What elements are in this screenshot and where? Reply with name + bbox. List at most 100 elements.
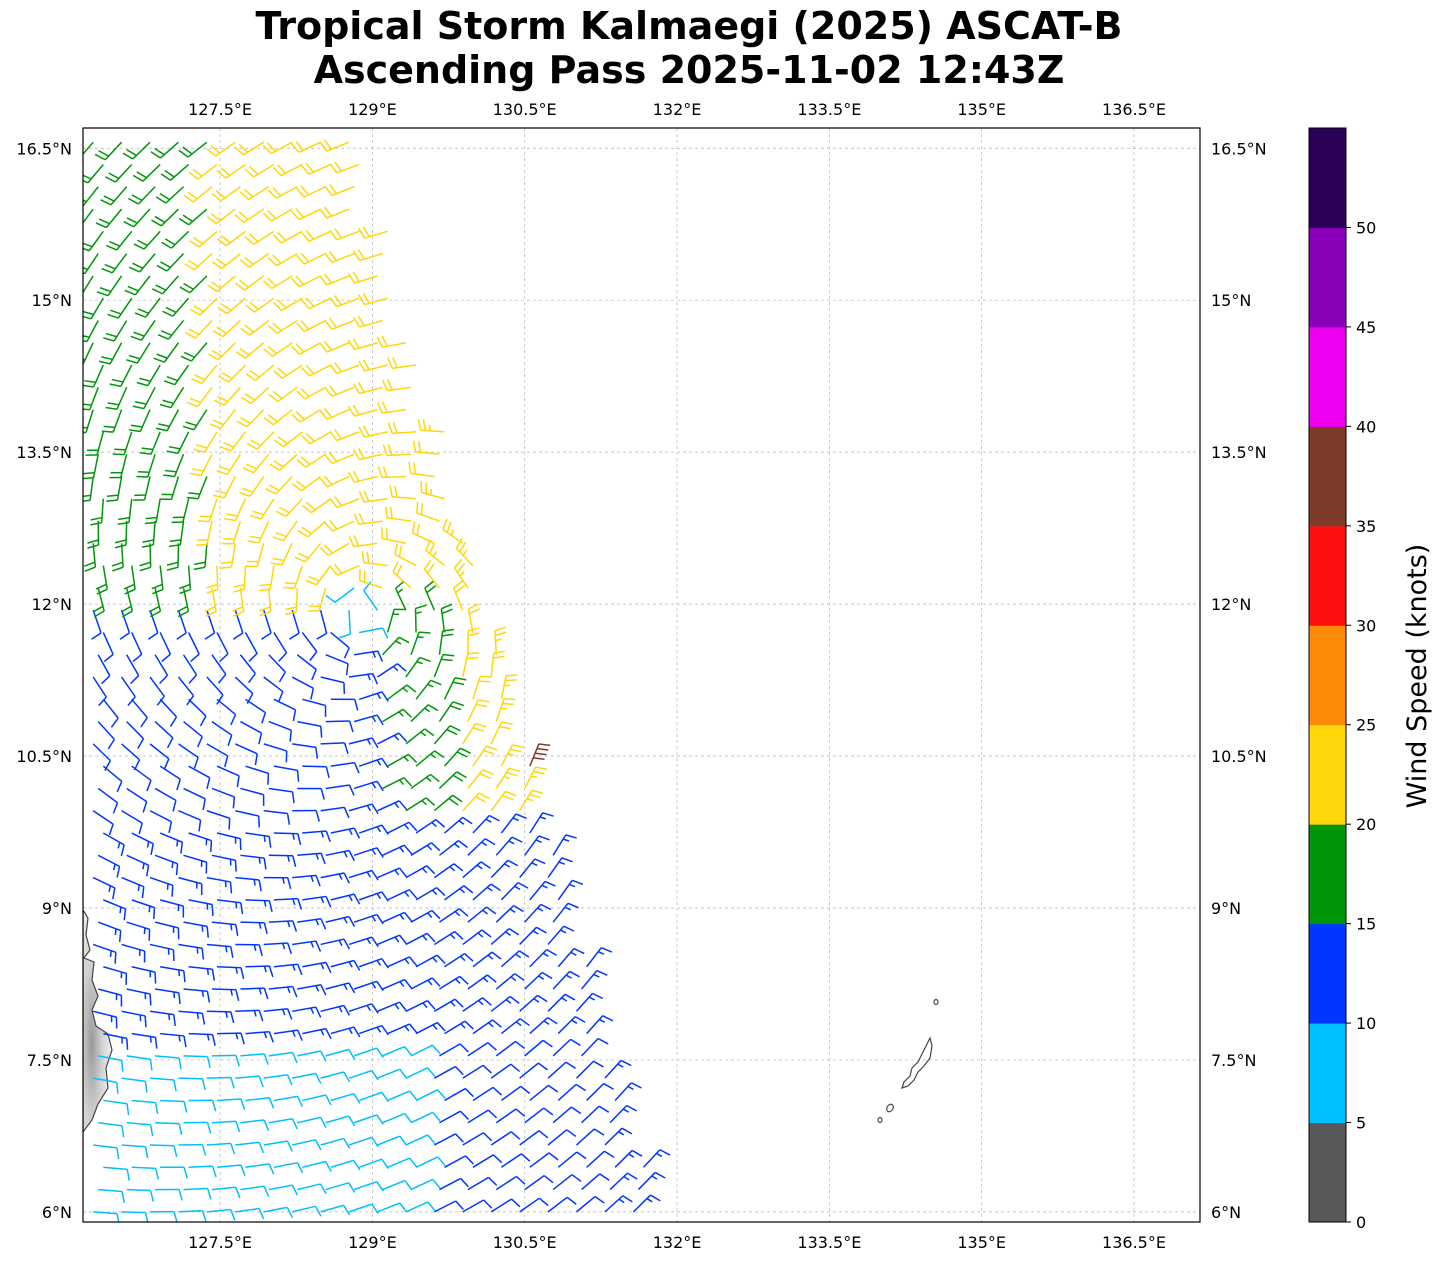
lat-tick-label-right: 13.5°N xyxy=(1211,443,1267,462)
wind-barb xyxy=(178,1077,206,1091)
wind-barb xyxy=(320,1204,351,1216)
wind-barb xyxy=(425,539,445,567)
wind-barb xyxy=(467,769,494,789)
wind-barb xyxy=(249,498,275,520)
wind-barb xyxy=(330,698,359,711)
wind-barb xyxy=(292,743,319,759)
wind-barb xyxy=(246,431,275,450)
wind-barb xyxy=(244,163,275,178)
wind-barb xyxy=(439,1177,469,1191)
wind-barb xyxy=(604,1059,632,1079)
wind-barb xyxy=(389,485,417,500)
wind-barb xyxy=(320,938,351,950)
wind-barb xyxy=(121,810,143,835)
wind-barb xyxy=(195,520,213,546)
wind-barb xyxy=(547,1196,577,1213)
wind-barb xyxy=(452,580,466,611)
wind-barb xyxy=(438,840,468,856)
wind-barb xyxy=(382,777,413,790)
colorbar-segment xyxy=(1309,525,1346,626)
wind-barb xyxy=(166,543,180,571)
wind-barb xyxy=(103,320,128,342)
wind-barb xyxy=(209,409,236,430)
wind-barb xyxy=(377,867,408,879)
wind-barb xyxy=(609,1172,638,1191)
wind-barb xyxy=(438,771,467,789)
wind-barb xyxy=(552,1174,582,1191)
wind-barb xyxy=(329,228,360,241)
wind-barb xyxy=(410,631,431,655)
wind-barb xyxy=(240,787,265,807)
wind-barb xyxy=(245,1163,275,1175)
wind-barb xyxy=(178,208,208,226)
wind-barb xyxy=(188,965,216,981)
lon-tick-label-bottom: 129°E xyxy=(348,1233,397,1252)
wind-barb xyxy=(296,654,317,681)
wind-barb xyxy=(216,453,242,476)
colorbar: 0 5 10 15 20 25 30 35 40 45 50 Wind Speed (knots) xyxy=(1308,127,1433,1232)
wind-barb xyxy=(443,677,467,700)
wind-barb xyxy=(387,753,418,767)
wind-barb xyxy=(155,1121,183,1135)
lat-tick-label-left: 12°N xyxy=(32,595,72,614)
wind-barb xyxy=(320,676,346,695)
wind-barb xyxy=(263,942,293,955)
wind-barb xyxy=(325,654,349,676)
wind-barb xyxy=(353,980,384,992)
island-dot xyxy=(877,1116,883,1124)
wind-barb xyxy=(273,1161,304,1174)
wind-barb xyxy=(208,342,236,361)
wind-barb xyxy=(500,813,527,834)
wind-barb xyxy=(123,208,151,228)
wind-barb xyxy=(547,993,576,1012)
wind-barb xyxy=(178,1209,207,1222)
title-line-1: Tropical Storm Kalmaegi (2025) ASCAT-B xyxy=(255,4,1123,48)
wind-barb xyxy=(211,720,233,747)
wind-barb xyxy=(268,1184,299,1196)
wind-barb xyxy=(495,904,524,923)
wind-barb xyxy=(291,275,321,288)
wind-barb xyxy=(235,743,258,766)
wind-barb xyxy=(417,418,445,433)
wind-barb xyxy=(296,453,327,468)
wind-barb xyxy=(325,1115,356,1127)
colorbar-title: Wind Speed (knots) xyxy=(1402,544,1433,809)
wind-barb xyxy=(211,854,237,872)
wind-barb xyxy=(242,453,270,474)
wind-barb xyxy=(262,208,293,222)
wind-barb xyxy=(642,1149,671,1168)
wind-barb xyxy=(103,899,127,921)
colorbar-tick-label: 25 xyxy=(1356,716,1376,735)
wind-barb xyxy=(581,969,608,990)
colorbar-segment xyxy=(1309,128,1346,228)
wind-barb xyxy=(211,1120,241,1133)
wind-barb xyxy=(444,885,474,901)
wind-barb xyxy=(168,520,185,548)
wind-barb xyxy=(405,932,436,946)
wind-barb xyxy=(453,558,469,589)
wind-barb xyxy=(245,1096,275,1109)
wind-barb xyxy=(186,476,208,500)
wind-barb xyxy=(297,984,327,996)
wind-barb xyxy=(92,1010,118,1029)
wind-barb xyxy=(177,676,195,706)
wind-barb xyxy=(234,208,265,223)
wind-barb xyxy=(240,720,263,745)
wind-barb xyxy=(97,921,122,942)
wind-barb xyxy=(83,297,104,320)
wind-barb xyxy=(161,230,190,249)
wind-barb xyxy=(291,475,322,492)
wind-barb xyxy=(120,676,136,706)
wind-barb xyxy=(128,186,156,205)
wind-barb xyxy=(159,899,185,918)
wind-barb xyxy=(160,965,186,983)
axis-ticks: 127.5°E 127.5°E 129°E 129°E 130.5°E 130.5°E 13… xyxy=(16,100,1266,1252)
wind-barb xyxy=(206,810,231,830)
wind-barb xyxy=(377,663,407,678)
wind-barb xyxy=(500,744,524,767)
wind-barb xyxy=(159,632,172,663)
wind-barb xyxy=(268,386,298,403)
wind-barb xyxy=(126,1121,154,1137)
wind-barb xyxy=(384,506,412,522)
wind-barb xyxy=(382,978,413,990)
